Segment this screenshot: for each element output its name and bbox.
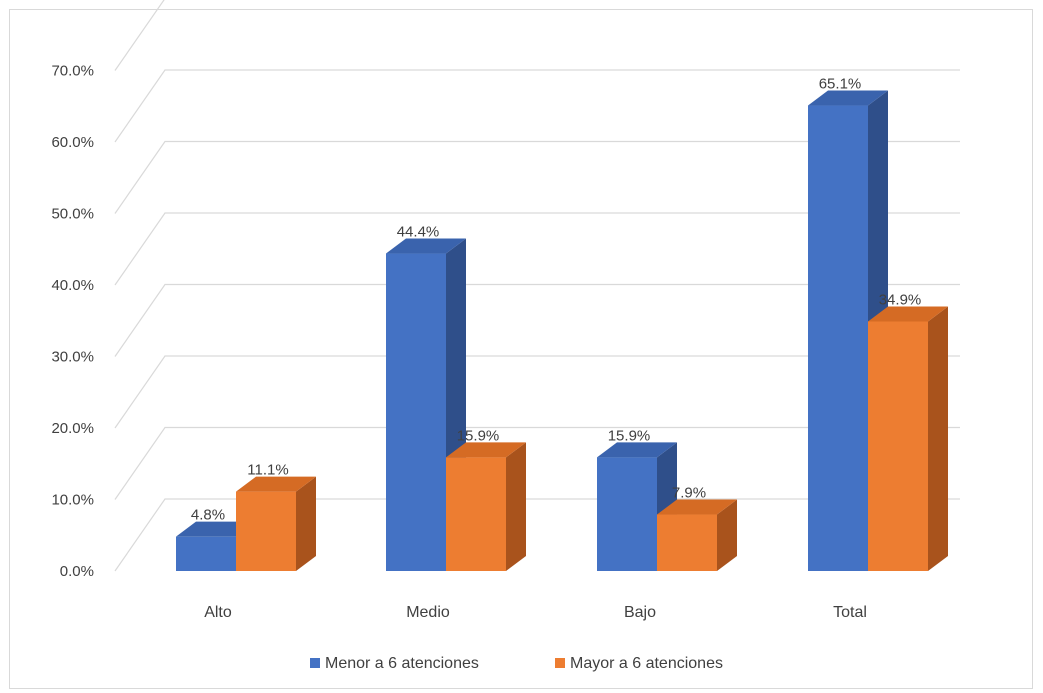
data-label: 15.9%: [457, 427, 500, 444]
y-tick-label: 30.0%: [51, 349, 94, 366]
bar-front: [808, 105, 868, 571]
bar-mayor-a-6-atenciones-medio: [446, 442, 526, 571]
y-axis-ticks: 0.0% 10.0% 20.0% 30.0% 40.0% 50.0% 60.0% 70.0%: [51, 63, 94, 581]
bar-top: [808, 90, 888, 106]
bar-top: [446, 442, 526, 458]
gridline: [114, 498, 960, 572]
bar-top: [657, 499, 737, 515]
x-category-label: Bajo: [624, 604, 656, 621]
y-tick-label: 10.0%: [51, 492, 94, 509]
bar-front: [236, 491, 296, 571]
bar-front: [176, 536, 236, 571]
y-tick-label: 50.0%: [51, 206, 94, 223]
data-label: 34.9%: [879, 291, 922, 308]
x-category-label: Medio: [406, 604, 450, 621]
bar-front: [386, 253, 446, 572]
gridline: [114, 426, 960, 500]
bar-side: [296, 476, 316, 571]
gridline: [114, 140, 960, 214]
gridline: [114, 0, 165, 71]
y-tick-label: 40.0%: [51, 277, 94, 294]
gridline: [114, 355, 960, 429]
bar-top: [868, 306, 948, 322]
legend-label: Mayor a 6 atenciones: [570, 655, 723, 672]
data-label: 4.8%: [191, 507, 225, 524]
bars: [176, 90, 948, 572]
gridline: [114, 69, 960, 143]
bar-front: [597, 457, 657, 571]
data-label: 65.1%: [819, 76, 862, 93]
bar-top: [597, 442, 677, 458]
bar-side: [717, 499, 737, 571]
bar-top: [236, 476, 316, 492]
bar-front: [868, 321, 928, 571]
bar-front: [446, 457, 506, 571]
x-axis-categories: Alto Medio Bajo Total: [204, 604, 867, 621]
x-category-label: Alto: [204, 604, 232, 621]
bar-top: [386, 238, 466, 254]
gridline: [114, 212, 960, 286]
bar-mayor-a-6-atenciones-alto: [236, 476, 316, 571]
data-labels: 4.8% 11.1% 44.4% 15.9% 15.9% 7.9% 65.1% 34.9%: [191, 76, 921, 524]
y-tick-label: 0.0%: [60, 563, 94, 580]
legend-swatch: [310, 658, 320, 668]
bar-mayor-a-6-atenciones-total: [868, 306, 948, 571]
data-label: 44.4%: [397, 224, 440, 241]
bar-mayor-a-6-atenciones-bajo: [657, 499, 737, 571]
bar-side: [928, 306, 948, 571]
y-tick-label: 70.0%: [51, 63, 94, 80]
y-tick-label: 20.0%: [51, 420, 94, 437]
data-label: 7.9%: [672, 485, 706, 502]
legend-label: Menor a 6 atenciones: [325, 655, 479, 672]
data-label: 11.1%: [247, 462, 288, 479]
legend-swatch: [555, 658, 565, 668]
gridline: [114, 283, 960, 357]
gridlines: [114, 0, 960, 572]
x-category-label: Total: [833, 604, 867, 621]
y-tick-label: 60.0%: [51, 134, 94, 151]
bar-side: [506, 442, 526, 571]
bar-front: [657, 514, 717, 571]
data-label: 15.9%: [608, 427, 651, 444]
legend: Menor a 6 atenciones Mayor a 6 atenciones: [310, 655, 723, 672]
